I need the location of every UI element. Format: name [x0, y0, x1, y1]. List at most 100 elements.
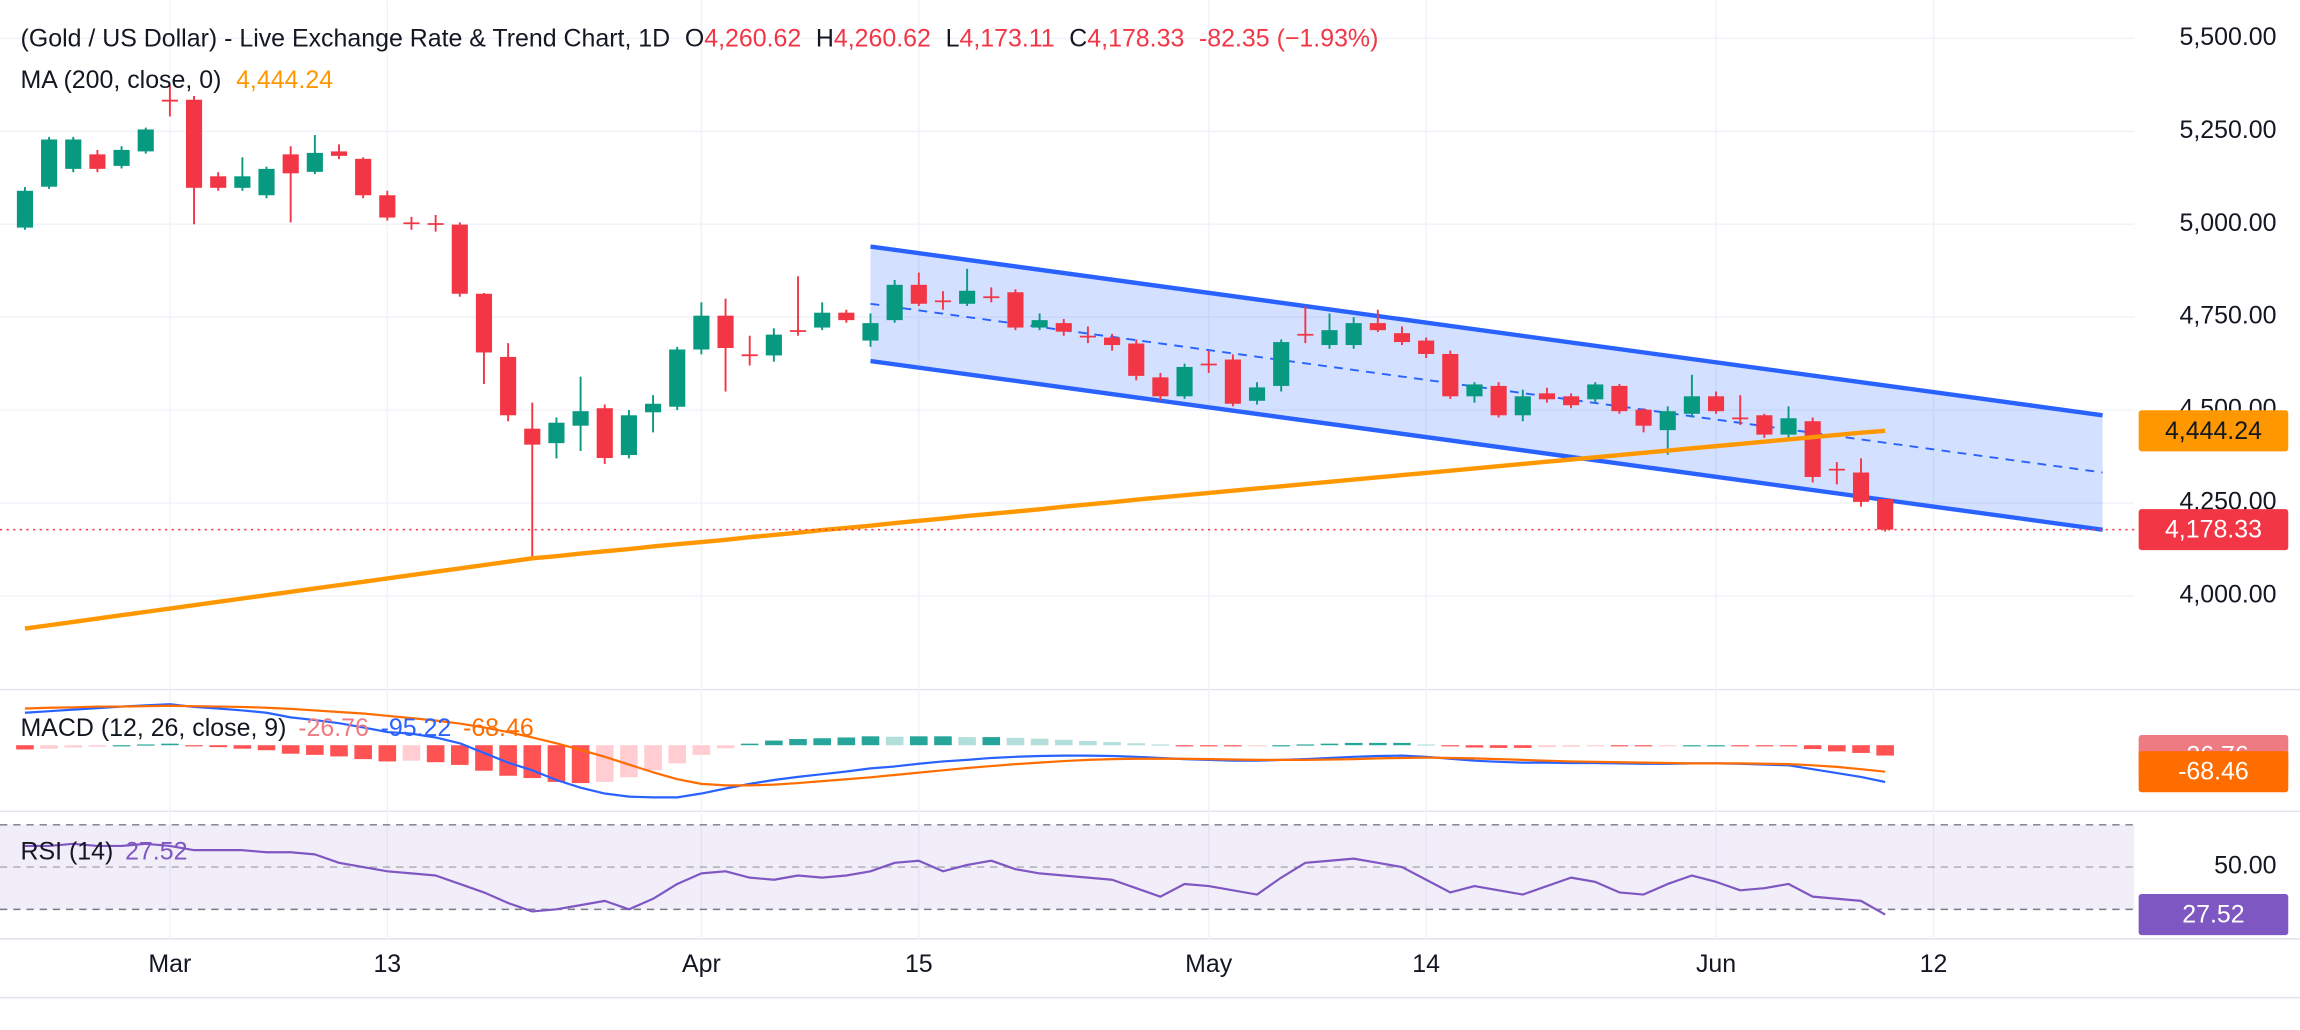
macd-histogram-bar — [88, 745, 107, 747]
candle-body — [355, 158, 372, 196]
macd-histogram-bar — [1852, 745, 1870, 753]
y-tick-label: 4,000.00 — [2180, 580, 2277, 608]
candle-body — [427, 223, 444, 225]
candle-body — [717, 315, 734, 349]
y-tick-label: 5,000.00 — [2180, 209, 2277, 237]
macd-histogram-bar — [450, 745, 469, 765]
macd-histogram-bar — [112, 745, 131, 747]
channel-mid — [870, 302, 2103, 474]
macd-histogram-bar — [716, 745, 735, 749]
candle-body — [1393, 333, 1411, 343]
candle-body — [1756, 415, 1773, 435]
channel-lower — [870, 358, 2103, 532]
macd-histogram-bar — [595, 745, 614, 782]
candle-body — [1780, 418, 1797, 435]
ma-legend: MA (200, close, 0) 4,444.24 — [21, 65, 334, 93]
macd-histogram-bar — [1828, 745, 1846, 752]
macd-name: MACD (12, 26, close, 9) — [21, 714, 287, 742]
macd-histogram-bar — [1175, 745, 1194, 747]
candle-body — [1732, 417, 1749, 420]
candle-body — [838, 312, 855, 321]
candle-body — [693, 315, 710, 350]
macd-histogram-bar — [1369, 742, 1387, 746]
macd-histogram-bar — [620, 745, 638, 778]
high-value: 4,260.62 — [834, 24, 931, 52]
candle-body — [1563, 396, 1580, 406]
x-tick-label: Jun — [1696, 950, 1736, 978]
macd-histogram-bar — [813, 738, 831, 746]
close-price-text: 4,178.33 — [2165, 516, 2262, 544]
candle-body — [234, 176, 251, 188]
macd-histogram-bar — [692, 745, 711, 755]
macd-histogram-bar — [330, 745, 348, 757]
candle-body — [379, 195, 396, 218]
channel-upper — [870, 244, 2103, 418]
macd-histogram-bar — [1658, 745, 1677, 747]
macd-histogram-bar — [64, 745, 83, 748]
candle-body — [572, 411, 589, 426]
macd-hist-value: -26.76 — [298, 714, 369, 742]
macd-histogram-bar — [982, 737, 1001, 746]
macd-histogram-bar — [185, 745, 203, 747]
candle-body — [210, 176, 227, 188]
macd-signal-box — [2138, 751, 2289, 793]
close-value: 4,178.33 — [1087, 24, 1184, 52]
grid — [0, 0, 2300, 999]
macd-histogram-bar — [1344, 742, 1363, 746]
macd-histogram-bar — [1803, 745, 1822, 750]
candle-body — [1007, 292, 1024, 328]
macd-histogram-bar — [233, 745, 252, 749]
candle-body — [1828, 468, 1845, 471]
candle-body — [741, 354, 758, 357]
macd-histogram-bar — [1876, 745, 1894, 756]
macd-histogram-bar — [1127, 743, 1146, 746]
macd-histogram-bar — [1513, 745, 1532, 748]
candle-body — [1659, 411, 1676, 431]
candle-body — [524, 428, 541, 445]
candle-body — [1369, 323, 1386, 331]
candle-body — [1079, 335, 1096, 338]
candle-body — [1635, 409, 1652, 426]
candle-body — [41, 139, 58, 187]
macd-histogram-bar — [740, 743, 759, 746]
macd-histogram-bar — [910, 736, 928, 746]
low-value: 4,173.11 — [959, 24, 1054, 52]
macd-histogram-bar — [499, 745, 517, 776]
candle-body — [1442, 353, 1459, 397]
candle-body — [886, 284, 903, 321]
macd-signal-text: -68.46 — [2178, 758, 2249, 786]
macd-histogram-bar — [16, 745, 34, 750]
candle-body — [1176, 366, 1193, 397]
candle-body — [1273, 342, 1290, 386]
x-tick-label: 14 — [1412, 950, 1440, 978]
candle-body — [1248, 387, 1266, 401]
macd-histogram-bar — [306, 745, 324, 755]
y-tick-label: 4,750.00 — [2180, 302, 2277, 330]
macd-histogram-bar — [1199, 745, 1218, 747]
candle-body — [789, 330, 807, 332]
ma-value: 4,444.24 — [236, 65, 333, 93]
candle-body — [258, 168, 275, 196]
open-label: O — [685, 24, 704, 52]
candle-body — [1587, 384, 1604, 400]
candle-body — [1611, 385, 1628, 412]
signal-line — [24, 704, 1886, 787]
candle-body — [185, 99, 203, 188]
macd-histogram-bar — [1707, 745, 1725, 747]
macd-histogram-bar — [958, 737, 976, 746]
rsi-text: 27.52 — [2182, 901, 2244, 929]
macd-histogram-bar — [1465, 745, 1484, 748]
low-label: L — [946, 24, 960, 52]
candle-body — [1345, 323, 1362, 346]
candle-body — [1297, 333, 1314, 336]
close-label: C — [1069, 24, 1087, 52]
macd-histogram-bar — [1320, 743, 1339, 746]
macd-line — [24, 703, 1886, 799]
macd-histogram-bar — [136, 744, 155, 746]
macd-histogram-bar — [281, 745, 300, 754]
macd-histogram-bar — [571, 745, 590, 784]
candle-body — [934, 300, 952, 303]
candle-body — [1466, 384, 1483, 397]
macd-histogram-bar — [161, 743, 179, 746]
ma-price-box — [2138, 410, 2289, 452]
